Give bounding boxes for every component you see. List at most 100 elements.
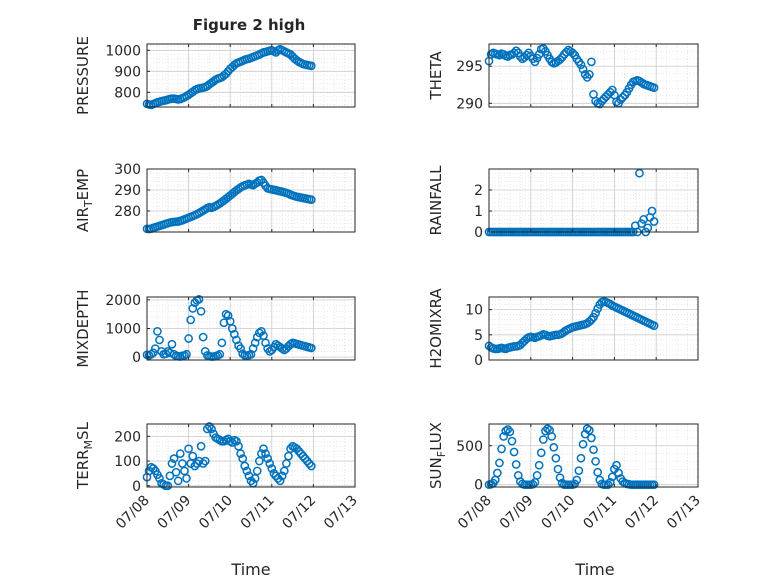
data-point <box>302 456 312 466</box>
y-tick-label: 5 <box>474 328 483 344</box>
data-point <box>175 449 185 458</box>
data-point <box>493 468 502 478</box>
data-point <box>635 168 644 178</box>
data-point <box>543 424 552 434</box>
data-point <box>153 327 162 336</box>
data-point <box>649 321 659 331</box>
y-axis-label: MIXDEPTH <box>74 289 92 367</box>
panel-mixdepth: 0 1000 2000 MIXDEPTH <box>74 289 356 368</box>
data-point <box>267 464 277 473</box>
panel-theta: 290 295 THETA <box>427 43 699 112</box>
data-point <box>612 97 621 107</box>
data-point <box>495 50 504 60</box>
data-point <box>300 454 310 463</box>
data-point <box>555 473 565 483</box>
y-tick-label: 2 <box>474 183 483 199</box>
data-point <box>242 466 252 476</box>
panel-air_temp: 280 290 300 AIRTEMP <box>74 162 356 234</box>
data-point <box>230 329 239 339</box>
data-point <box>223 311 233 320</box>
data-point <box>184 334 193 343</box>
data-point <box>250 338 260 348</box>
plot-area <box>489 169 698 232</box>
data-point <box>541 426 550 436</box>
data-point <box>261 338 270 348</box>
axes-box <box>146 43 356 108</box>
data-point <box>568 48 577 58</box>
y-tick-label: 0 <box>474 225 483 241</box>
data-point <box>265 459 275 468</box>
data-point <box>503 425 513 434</box>
data-point <box>643 223 653 233</box>
y-axis-label: AIRTEMP <box>74 169 95 232</box>
data-point <box>202 424 212 434</box>
data-point <box>499 50 508 59</box>
data-point <box>298 451 308 461</box>
data-point <box>549 442 559 452</box>
data-point <box>511 460 521 469</box>
data-point <box>294 446 304 456</box>
y-tick-label: 200 <box>114 429 141 445</box>
y-tick-label: 1000 <box>105 43 141 59</box>
y-tick-label: 290 <box>456 96 483 112</box>
y-tick-label: 1000 <box>105 322 141 338</box>
y-axis-label: SUNFLUX <box>427 422 448 489</box>
data-point <box>263 454 272 463</box>
data-point <box>188 451 198 461</box>
data-point <box>505 427 515 437</box>
data-point <box>572 475 582 485</box>
data-point <box>649 83 659 93</box>
x-tick-label: 07/11 <box>580 493 620 533</box>
data-point <box>257 449 266 458</box>
data-point <box>582 424 592 434</box>
data-point <box>182 349 191 359</box>
x-tick-label: 07/12 <box>622 493 662 533</box>
data-point <box>196 441 206 451</box>
data-point <box>584 70 594 79</box>
data-point <box>221 69 231 79</box>
data-point <box>269 469 279 478</box>
data-point <box>215 349 225 359</box>
axes-box <box>488 43 699 108</box>
data-point <box>227 324 237 333</box>
data-point <box>304 459 314 468</box>
x-tick-label: 07/13 <box>664 493 704 533</box>
data-point <box>169 454 179 463</box>
data-point <box>555 55 565 64</box>
x-axis-label-left: Time <box>230 560 270 579</box>
y-tick-label: 0 <box>132 350 141 366</box>
y-axis-label: RAINFALL <box>427 165 445 236</box>
y-axis-label: PRESSURE <box>74 36 92 115</box>
data-point <box>528 479 538 489</box>
axes-box <box>146 168 356 233</box>
figure-title: Figure 2 high <box>193 16 306 34</box>
data-point <box>248 344 258 353</box>
data-point <box>605 477 615 487</box>
data-point <box>186 315 196 325</box>
x-tick-label: 07/08 <box>113 493 153 533</box>
data-point <box>155 335 164 345</box>
data-point <box>192 459 202 468</box>
x-tick-label: 07/10 <box>539 493 579 533</box>
data-point <box>587 57 596 67</box>
x-tick-label: 07/09 <box>497 493 537 533</box>
axes-box <box>488 296 699 361</box>
data-point <box>587 315 596 325</box>
data-point <box>578 64 588 74</box>
x-tick-label: 07/12 <box>279 493 319 533</box>
data-point <box>534 460 544 470</box>
data-point <box>286 339 295 349</box>
data-point <box>292 444 302 454</box>
data-point <box>236 344 245 353</box>
y-tick-label: 280 <box>114 204 141 220</box>
data-point <box>607 472 617 482</box>
data-point <box>649 217 659 226</box>
data-point <box>522 50 531 60</box>
data-point <box>236 449 245 458</box>
data-point <box>612 460 621 470</box>
data-point <box>155 474 164 483</box>
data-point <box>259 444 268 454</box>
axes-box <box>488 168 699 233</box>
data-point <box>495 458 504 468</box>
